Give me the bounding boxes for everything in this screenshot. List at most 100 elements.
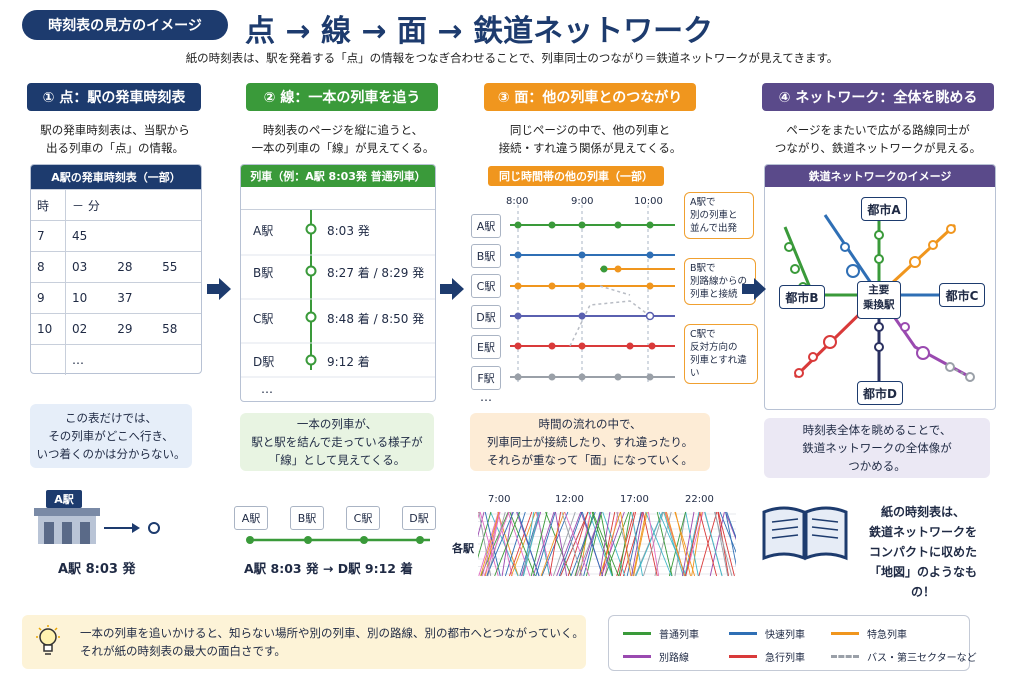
dense-train-line [592,511,619,577]
dense-train-line [600,511,614,577]
step1-description: 駅の発車時刻表は、当駅から 出る列車の「点」の情報。 [40,123,190,155]
stop-station: C駅 [253,312,274,326]
dense-train-line [631,511,644,577]
dense-time-label: 22:00 [685,494,714,505]
dense-train-line [478,511,499,577]
stop-a-dot [305,223,317,235]
dense-station-label: 各駅 [452,542,474,555]
step2-description: 時刻表のページを縦に追うと、 一本の列車の「線」が見えてくる。 [251,123,435,155]
stop-c-dot [305,311,317,323]
dense-train-line [685,511,701,577]
dense-train-line [522,511,540,577]
time-label: 10:00 [634,196,663,207]
step4-description: ページをまたいで広がる路線同士が つながり、鉄道ネットワークが見える。 [774,123,982,155]
dense-train-line [633,511,648,577]
table-ellipsis: … [65,344,201,375]
arrow-right-icon [440,278,464,300]
dense-train-line [549,511,562,577]
dense-time-label: 7:00 [488,494,511,505]
dense-train-line [579,511,592,577]
stop-time: 9:12 着 [327,355,370,369]
passing-dashed-line [599,285,631,296]
dense-time-label: 17:00 [620,494,649,505]
dense-train-line [535,511,556,577]
timetable-caption: A駅の発車時刻表（一部） [31,165,201,189]
callout-a: A駅で 別の列車と 並んで出発 [684,192,754,239]
dense-train-line [540,511,565,577]
tip-box: 一本の列車を追いかけると、知らない場所や別の列車、別の路線、別の都市へとつながっ… [22,615,586,669]
dense-train-line [685,511,699,577]
dense-train-line [509,511,533,577]
open-book-icon [762,506,848,561]
city-b-label: 都市B [779,285,825,309]
dense-train-line [517,511,540,577]
stop-time: 8:48 着 / 8:50 発 [327,312,425,326]
dense-train-line [504,511,526,577]
dense-train-line [494,511,521,577]
dense-train-line [632,511,647,577]
stop-b-dot [305,265,317,277]
station-building-icon [34,508,100,544]
table-row: 10 02 29 58 [31,313,201,345]
dense-train-line [591,511,614,577]
station-sign: A駅 [46,490,82,508]
station-label: D駅 [471,305,501,329]
tagline-badge: 時刻表の見方のイメージ [22,10,228,40]
step3-heading: ③ 面：他の列車とのつながり [484,83,696,111]
dense-train-line [523,511,540,577]
route-station: C駅 [346,506,380,530]
dense-train-line [699,511,718,577]
stop-station: D駅 [253,355,275,369]
dense-train-line [681,511,695,577]
legend: 普通列車 快速列車 特急列車 別路線 急行列車 バス・第三セクターなど [608,615,977,671]
step1-heading: ① 点：駅の発車時刻表 [27,83,201,111]
departure-timetable-panel: A駅の発車時刻表（一部） 時 － 分 7 45 8 03 28 55 9 10 37 … [30,164,202,375]
book-caption: 紙の時刻表は、 鉄道ネットワークを コンパクトに収めた 「地図」のようなもの！ [868,505,977,599]
dense-train-line [709,511,725,577]
stop-ellipsis: … [261,382,273,396]
dense-train-diagram [478,511,736,577]
route-station: A駅 [234,506,268,530]
dense-train-line [481,511,501,577]
stop-time: 8:27 着 / 8:29 発 [327,266,425,280]
dense-train-line [726,511,736,539]
dense-train-line [483,511,510,577]
dense-train-line [484,511,501,577]
transfer-dashed-line [569,300,651,347]
stop-station: B駅 [253,266,274,280]
dense-train-line [604,511,619,577]
dense-train-line [668,511,686,577]
dense-train-line [685,511,704,577]
table-row: 8 03 28 55 [31,251,201,283]
train-caption: 列車（例：A駅 8:03発 普通列車） [241,165,435,187]
callout-b: B駅で 別路線からの 列車と接続 [684,258,756,305]
step2-heading: ② 線：一本の列車を追う [246,83,438,111]
dense-train-line [535,511,553,577]
hub-station-label: 主要 乗換駅 [857,281,901,319]
dense-train-line [714,511,729,577]
legend-item: 普通列車 [623,626,699,641]
dense-train-line [663,511,684,577]
departure-table: 時 － 分 7 45 8 03 28 55 9 10 37 10 02 29 58 … [31,189,201,375]
page-subtitle: 紙の時刻表は、駅を発着する「点」の情報をつなぎ合わせることで、列車同士のつながり… [185,51,839,65]
step1-bottom-label: A駅 8:03 発 [58,562,136,577]
callout-c: C駅で 反対方向の 列車とすれ違い [684,324,758,384]
dense-train-line [719,511,736,554]
step4-heading: ④ ネットワーク：全体を眺める [762,83,994,111]
table-row: 7 45 [31,220,201,252]
arrow-right-icon [207,278,231,300]
table-row: … [31,344,201,375]
dense-train-line [717,511,735,577]
route-station: D駅 [402,506,436,530]
dense-train-line [601,511,616,577]
legend-item: 急行列車 [729,649,805,664]
dense-train-line [674,511,687,577]
legend-item: 快速列車 [729,626,805,641]
time-label: 8:00 [506,196,529,207]
dense-train-line [588,511,613,577]
route-station: B駅 [290,506,324,530]
step2-bottom-label: A駅 8:03 発 → D駅 9:12 着 [244,561,413,576]
dense-train-line [556,511,582,577]
dense-train-line [581,511,603,577]
dense-train-line [510,511,536,577]
